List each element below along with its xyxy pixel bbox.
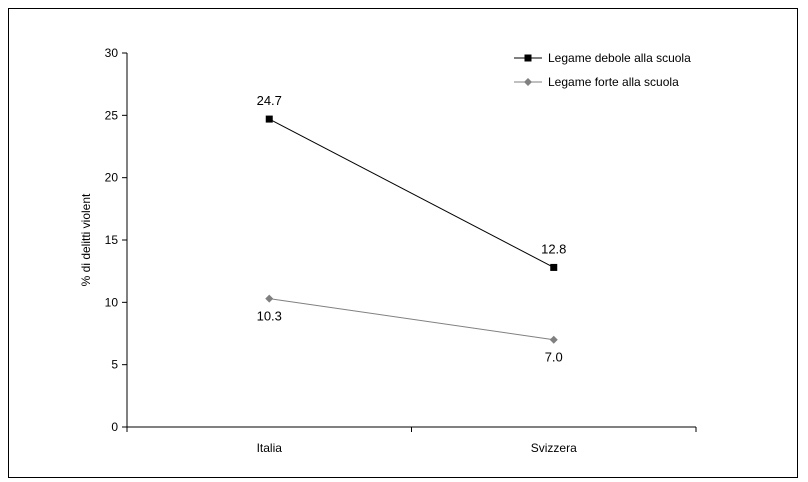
y-tick-label: 25 [105,108,119,122]
series-2: 10.3 7.0 [257,294,563,365]
y-tick-label: 15 [105,233,119,247]
data-label: 24.7 [257,93,282,108]
series-1: 24.7 12.8 [257,93,566,271]
x-tick-label: Svizzera [531,441,577,455]
data-point [550,263,558,271]
series-line [269,118,554,268]
data-point [549,335,558,344]
y-axis-title: % di delitti violent [79,193,93,286]
y-tick-label: 20 [105,171,119,185]
series-line [269,298,554,341]
data-point [265,115,273,123]
legend-label: Legame forte alla scuola [548,75,679,89]
legend-marker [524,78,532,86]
legend-item: Legame forte alla scuola [514,75,679,89]
data-label: 12.8 [541,241,566,256]
legend-label: Legame debole alla scuola [548,51,691,65]
y-tick-label: 10 [105,295,119,309]
y-tick-label: 5 [111,358,118,372]
y-tick-label: 0 [111,420,118,434]
data-label: 7.0 [545,350,563,365]
legend-item: Legame debole alla scuola [514,51,691,65]
chart-frame [8,8,798,478]
x-tick-label: Italia [257,441,283,455]
data-point [265,294,274,303]
y-tick-label: 30 [105,46,119,60]
data-label: 10.3 [257,309,282,324]
legend-marker [524,54,532,62]
